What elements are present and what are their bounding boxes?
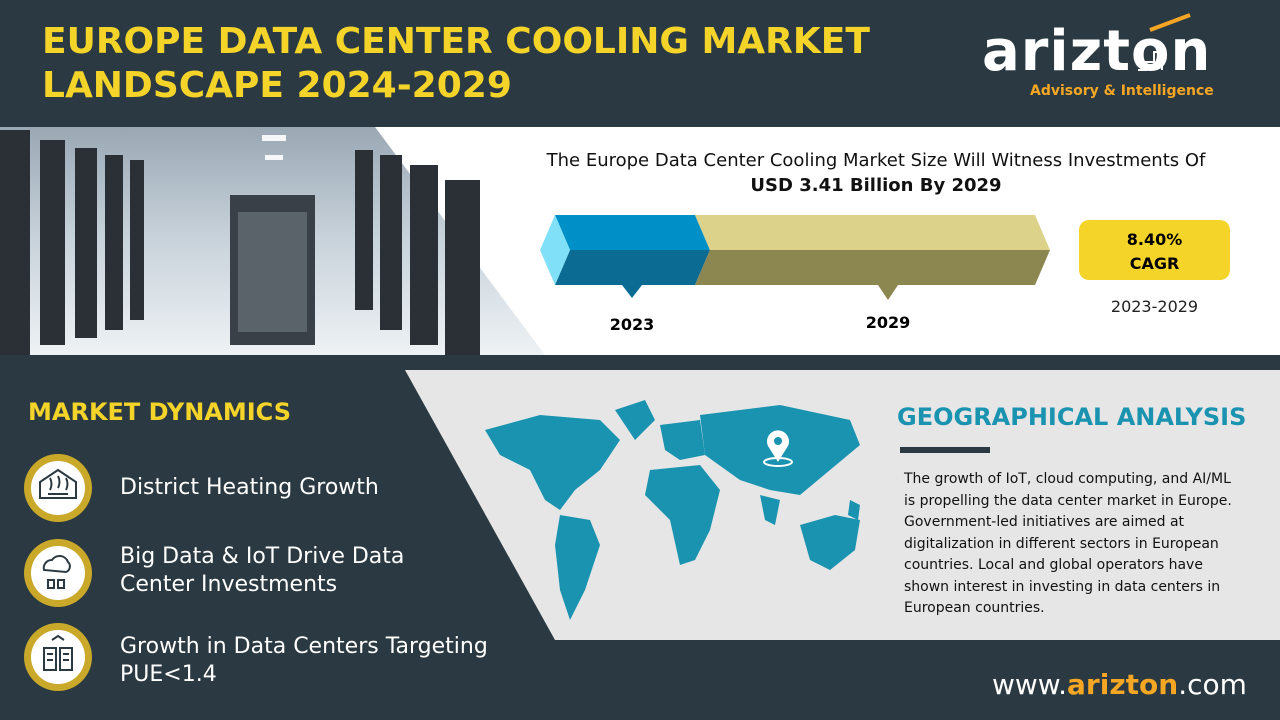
year-label: 2023 xyxy=(609,315,655,334)
investment-highlight: USD 3.41 Billion By 2029 xyxy=(750,175,1002,196)
footer-url: www.arizton.com xyxy=(992,668,1247,701)
map-pin xyxy=(763,430,793,467)
dynamics-item: Growth in Data Centers Targeting PUE<1.4 xyxy=(120,634,488,687)
investment-headline: The Europe Data Center Cooling Market Si… xyxy=(546,150,1206,171)
footer-suffix: .com xyxy=(1178,668,1247,701)
logo-icon xyxy=(1138,51,1163,71)
growth-bars xyxy=(540,215,1050,300)
footer-prefix: www. xyxy=(992,668,1068,701)
footer-brand: arizton xyxy=(1067,668,1179,701)
geo-panel xyxy=(405,370,1280,640)
logo-tagline: Advisory & Intelligence xyxy=(1030,83,1214,99)
dynamics-title: MARKET DYNAMICS xyxy=(28,398,292,426)
geo-text: The growth of IoT, cloud computing, and … xyxy=(904,471,1232,616)
geo-title: GEOGRAPHICAL ANALYSIS xyxy=(897,403,1247,431)
underline xyxy=(900,447,990,453)
title-line: LANDSCAPE 2024-2029 xyxy=(42,65,512,106)
year-label: 2029 xyxy=(865,313,911,332)
cagr-label: CAGR xyxy=(1129,254,1180,273)
server-racks xyxy=(0,130,480,355)
cagr-value: 8.40% xyxy=(1126,230,1183,249)
dynamics-icons xyxy=(24,454,92,691)
logo-name: arizton xyxy=(982,19,1212,84)
dark-panel xyxy=(0,355,1280,640)
dynamics-item: District Heating Growth xyxy=(120,475,379,500)
cagr-box xyxy=(1079,220,1230,280)
dynamics-item: Big Data & IoT Drive Data Center Investm… xyxy=(120,544,405,597)
logo-arrow xyxy=(1149,13,1191,32)
title-line: EUROPE DATA CENTER COOLING MARKET xyxy=(42,21,870,62)
cagr-period: 2023-2029 xyxy=(1110,297,1199,316)
